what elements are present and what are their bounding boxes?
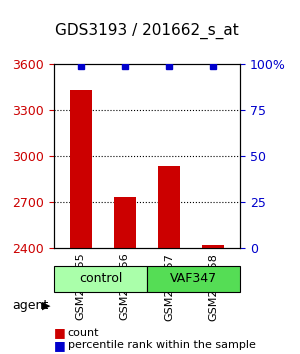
Text: control: control xyxy=(79,272,122,285)
FancyBboxPatch shape xyxy=(147,266,240,292)
FancyBboxPatch shape xyxy=(54,266,147,292)
Text: ▶: ▶ xyxy=(42,300,51,310)
Text: percentile rank within the sample: percentile rank within the sample xyxy=(68,340,255,350)
Text: VAF347: VAF347 xyxy=(170,272,217,285)
Text: ■: ■ xyxy=(54,339,66,352)
Text: agent: agent xyxy=(12,299,48,312)
Bar xyxy=(114,197,136,248)
Bar xyxy=(202,246,224,248)
Text: GDS3193 / 201662_s_at: GDS3193 / 201662_s_at xyxy=(55,23,239,39)
Text: ■: ■ xyxy=(54,326,66,339)
Bar xyxy=(158,166,180,248)
Text: count: count xyxy=(68,328,99,338)
Bar xyxy=(70,90,92,248)
